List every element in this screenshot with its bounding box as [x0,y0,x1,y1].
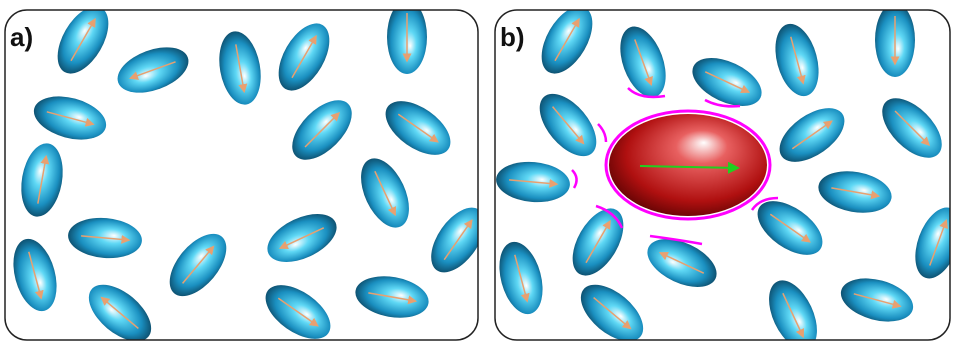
molecule [111,39,194,102]
molecule [836,271,918,329]
molecule [29,89,111,147]
molecule-body [759,273,827,343]
panel-b-molecules [492,0,954,343]
molecule [815,166,895,218]
molecule [159,224,237,306]
molecule [387,0,427,74]
molecule [214,28,266,108]
molecule [529,84,607,166]
panel-label: b) [500,22,525,52]
molecule [875,3,915,77]
solute [609,114,767,216]
molecule [872,88,953,169]
molecule [768,19,826,101]
molecule [376,90,460,165]
molecule [770,97,854,172]
molecule [420,198,495,282]
molecule [562,200,634,284]
figure: a) b) [0,0,954,343]
molecule [531,0,603,82]
page: a) b) (() => { const data = JSON.parse(d… [0,0,954,343]
molecule [47,0,119,82]
molecule [612,20,675,103]
molecule [79,274,161,343]
molecule [6,234,64,316]
molecule [351,151,419,235]
molecule [66,215,143,261]
molecule-body [907,201,954,284]
molecule [260,204,344,272]
molecule [571,274,653,343]
molecule [759,273,827,343]
molecule [282,90,363,171]
molecule-body [571,274,653,343]
molecule-body [79,274,161,343]
molecule [494,159,571,205]
molecule [256,274,340,343]
molecule [907,201,954,284]
molecule-body [256,274,340,343]
molecule [492,237,550,319]
molecule [268,15,340,99]
molecule [352,271,432,323]
molecule [16,140,68,220]
panel-a-molecules [6,0,496,343]
panel-label: a) [10,22,33,52]
